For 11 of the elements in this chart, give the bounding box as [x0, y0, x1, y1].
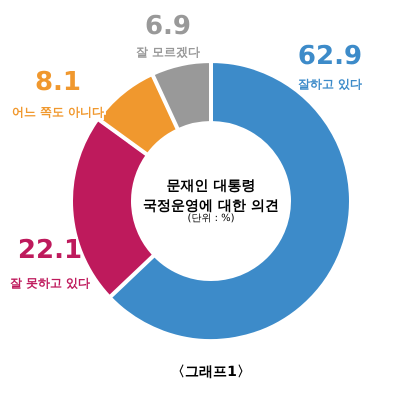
data-label: 22.1: [18, 235, 82, 265]
text: (단위 : %): [187, 213, 235, 224]
data-label: 62.9: [298, 41, 362, 71]
slice-label: 어느 쪽도 아니다: [12, 105, 104, 119]
slice-label: 잘하고 있다: [298, 77, 362, 91]
slice-label: 잘 모르겠다: [136, 45, 200, 59]
data-label: 8.1: [34, 67, 82, 97]
slice-label: 잘 못하고 있다: [10, 276, 90, 290]
text: 〈그래프1〉: [171, 364, 251, 380]
text: 문재인 대통령 국정운영에 대한 의견: [143, 178, 279, 214]
data-label: 6.9: [144, 11, 192, 41]
